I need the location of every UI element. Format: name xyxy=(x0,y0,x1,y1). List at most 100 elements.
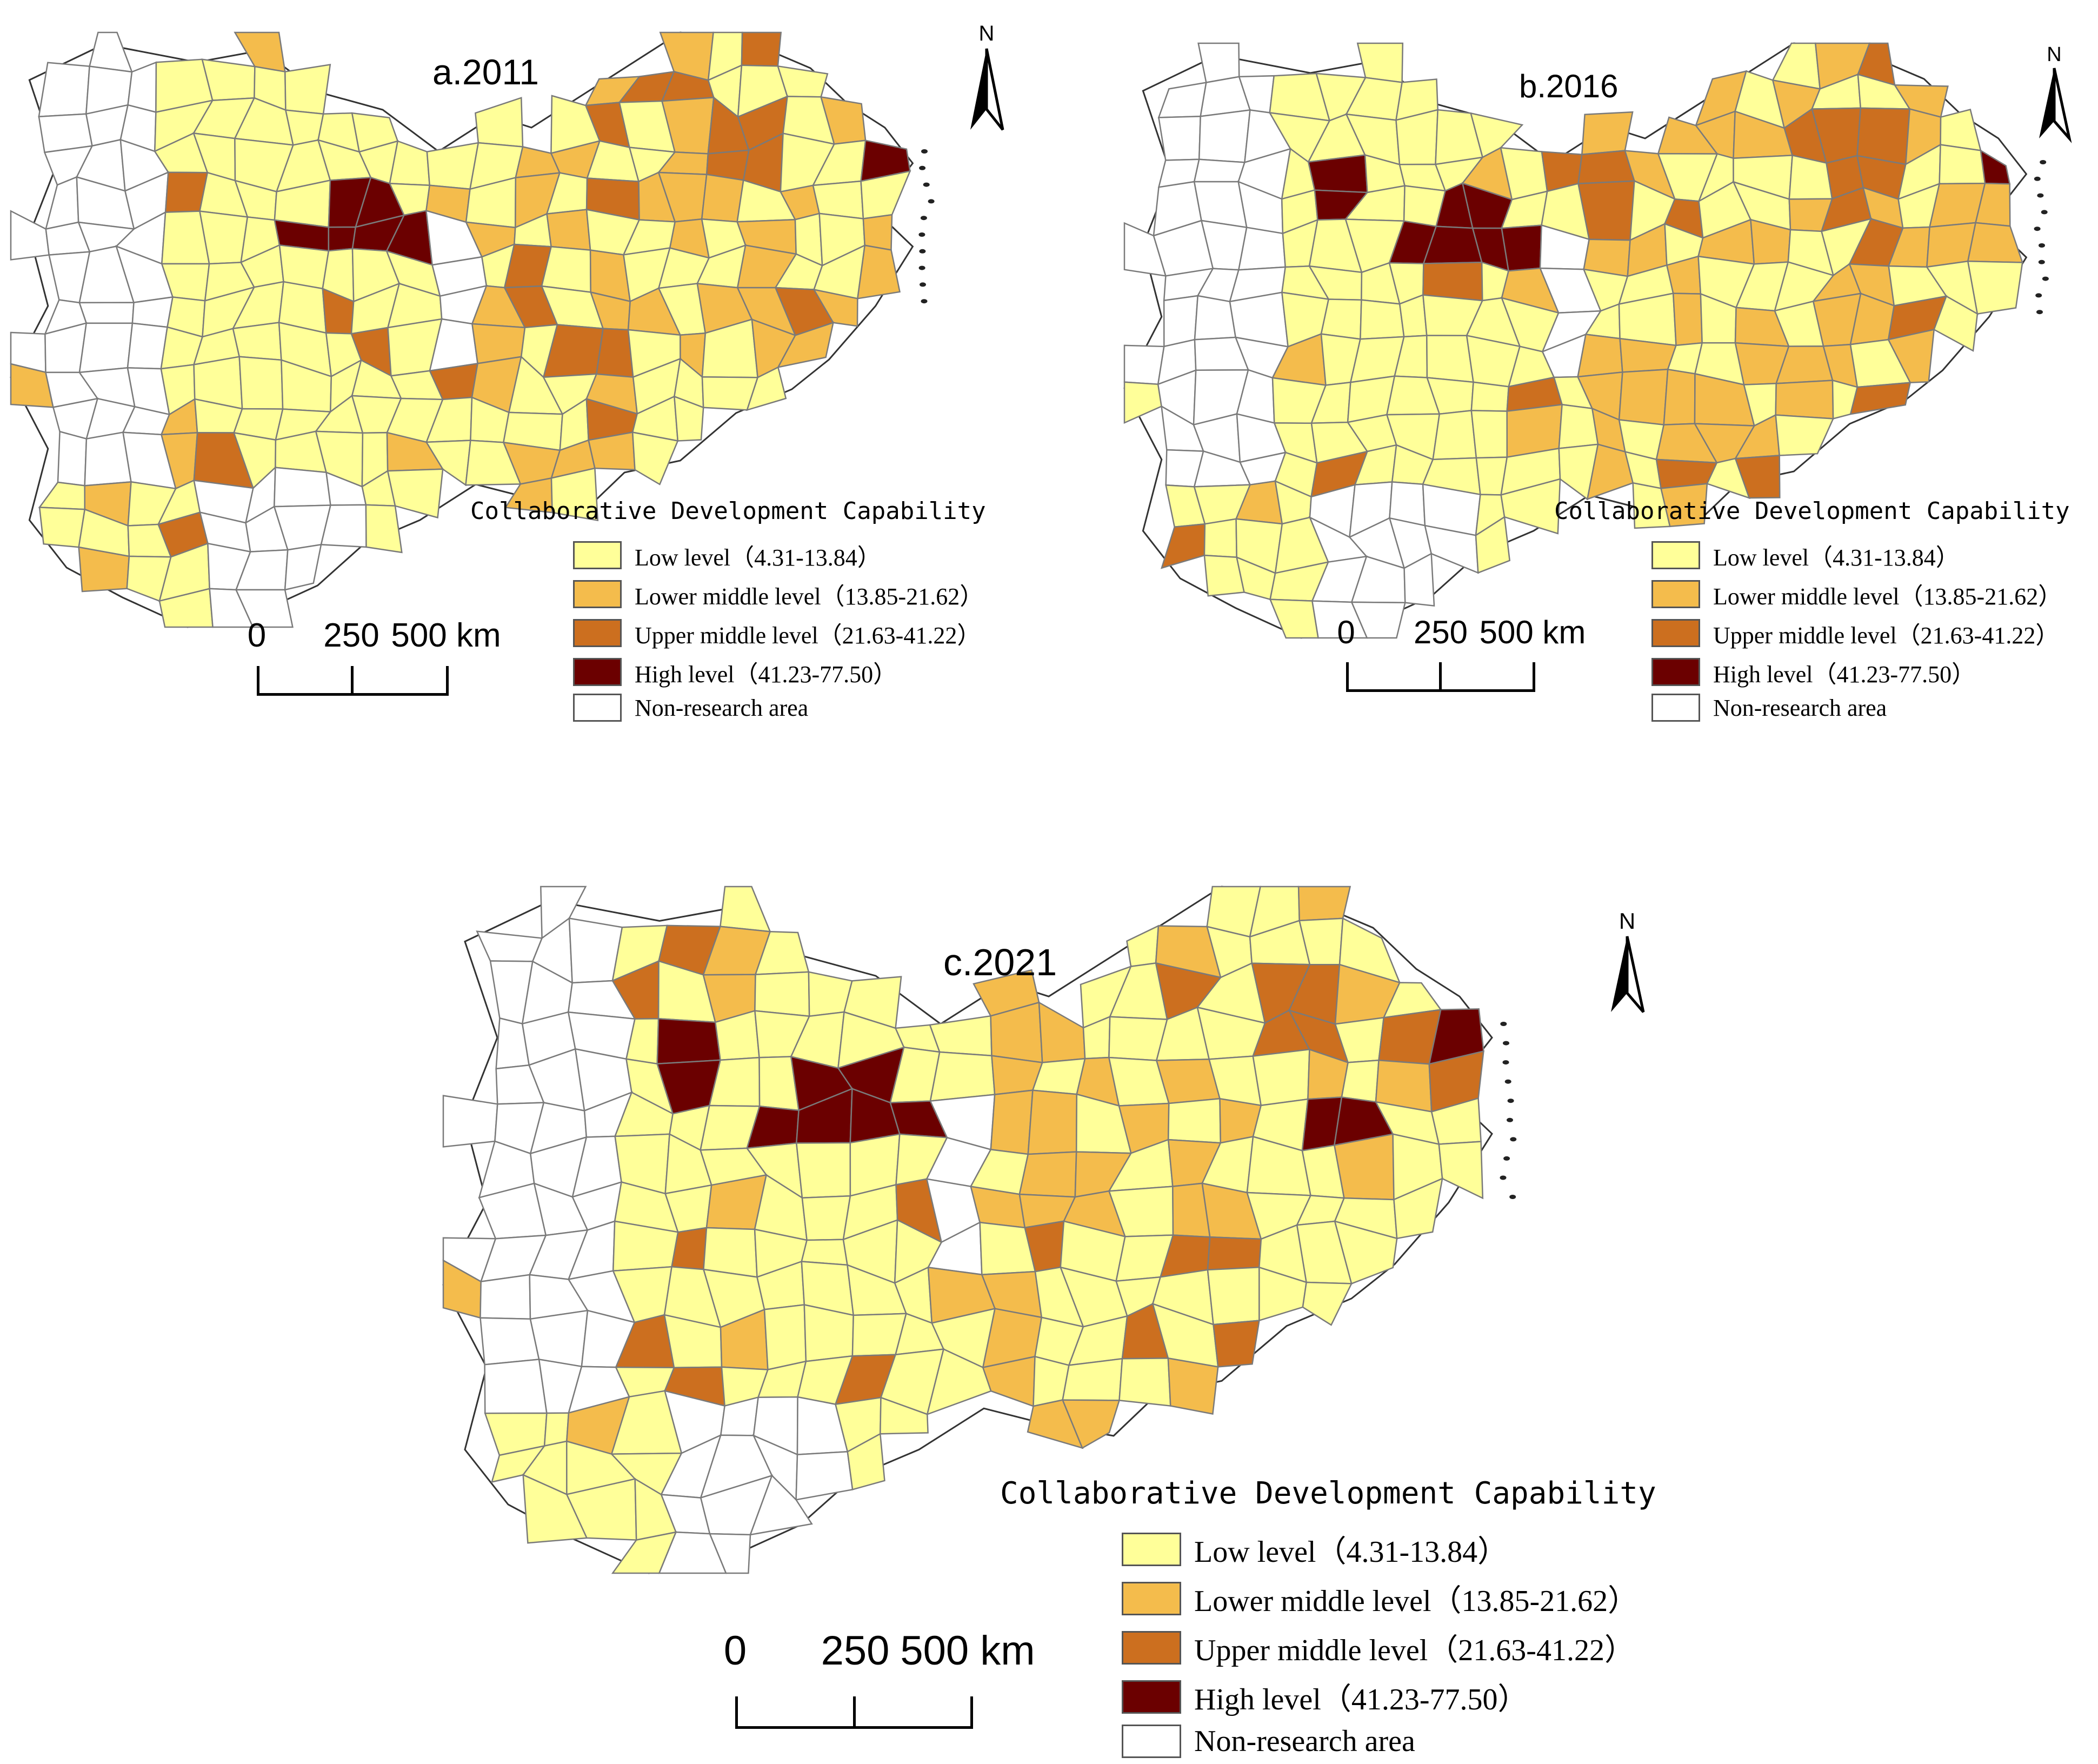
legend-item-low: Low level（4.31-13.84） xyxy=(1122,1527,1656,1571)
coastal-island xyxy=(2038,259,2045,264)
region-upper-middle xyxy=(1849,382,1911,415)
north-arrow-label: N xyxy=(978,22,995,45)
coastal-island xyxy=(928,199,935,204)
region-low xyxy=(1426,335,1474,383)
legend-item-low: Low level（4.31-13.84） xyxy=(573,538,986,573)
region-lower-middle xyxy=(777,321,835,369)
region-low xyxy=(475,97,524,148)
region-low xyxy=(803,1303,854,1362)
region-low xyxy=(1775,414,1834,456)
region-low xyxy=(1967,261,2023,315)
legend-label: Upper middle level（21.63-41.22） xyxy=(1194,1634,1635,1667)
legend: Collaborative Development Capability Low… xyxy=(470,497,986,726)
region-non-research xyxy=(1197,42,1240,84)
legend-label: Lower middle level（13.85-21.62） xyxy=(1713,583,2062,610)
region-low xyxy=(1933,295,1979,352)
scale-label-250: 250 xyxy=(1413,614,1468,650)
region-upper-middle xyxy=(1734,455,1781,499)
coastal-island xyxy=(2039,243,2045,248)
region-low xyxy=(763,1304,807,1371)
legend-title: Collaborative Development Capability xyxy=(470,497,986,525)
region-upper-middle xyxy=(1856,107,1911,165)
region-low xyxy=(1334,1220,1398,1285)
region-non-research xyxy=(235,589,294,628)
coastal-island xyxy=(920,282,926,287)
region-low xyxy=(387,468,444,519)
region-low xyxy=(232,322,282,361)
region-low xyxy=(1432,410,1477,461)
scale-label-500: 500 km xyxy=(900,1628,1035,1674)
region-non-research xyxy=(749,1474,813,1536)
region-low xyxy=(1252,1048,1310,1107)
legend-label: High level（41.23-77.50） xyxy=(1194,1683,1528,1716)
region-lower-middle xyxy=(1167,1357,1219,1415)
legend-item-high: High level（41.23-77.50） xyxy=(573,655,986,689)
scale-label-250: 250 xyxy=(323,617,379,654)
region-low xyxy=(541,245,591,293)
scale-bar-midtick xyxy=(351,666,354,696)
region-non-research xyxy=(38,62,90,118)
legend-label: Low level（4.31-13.84） xyxy=(1194,1535,1508,1569)
region-low xyxy=(674,395,704,442)
coastal-island xyxy=(2037,193,2044,198)
legend: Collaborative Development Capability Low… xyxy=(1000,1476,1656,1764)
scale-bar-midtick xyxy=(1439,662,1442,692)
coastal-island xyxy=(2041,210,2048,215)
coastal-island xyxy=(1502,1060,1509,1065)
region-lower-middle xyxy=(1018,1151,1077,1198)
legend-swatch xyxy=(1651,541,1700,569)
region-low xyxy=(365,504,403,554)
region-low xyxy=(1470,410,1508,459)
region-low xyxy=(1207,1266,1260,1326)
region-low xyxy=(1395,109,1439,165)
region-non-research xyxy=(57,430,88,487)
legend-label: Non-research area xyxy=(1194,1725,1415,1758)
region-lower-middle xyxy=(1618,368,1669,426)
region-lower-middle xyxy=(1887,329,1935,383)
legend-item-upper-middle: Upper middle level（21.63-41.22） xyxy=(573,616,986,650)
legend-label: Lower middle level（13.85-21.62） xyxy=(635,583,984,610)
region-lower-middle xyxy=(546,209,591,251)
region-low xyxy=(720,886,771,933)
legend-swatch xyxy=(573,619,622,647)
region-low xyxy=(631,431,679,485)
legend-swatch xyxy=(1651,619,1700,647)
north-arrow: N xyxy=(1603,908,1651,1013)
coastal-island xyxy=(1503,1041,1509,1046)
scale-bar: 0 250 500 km xyxy=(1337,614,1586,695)
legend-swatch xyxy=(1122,1680,1181,1714)
region-low xyxy=(1203,518,1237,558)
region-lower-middle xyxy=(1577,334,1623,378)
region-non-research xyxy=(1163,295,1199,348)
region-low xyxy=(1438,1141,1484,1200)
region-lower-middle xyxy=(1027,1089,1078,1155)
coastal-island xyxy=(1509,1195,1516,1199)
region-lower-middle xyxy=(1663,368,1696,426)
region-low xyxy=(1940,108,1982,151)
region-high xyxy=(1307,154,1368,194)
region-upper-middle xyxy=(1207,1236,1262,1271)
region-low xyxy=(1500,478,1561,535)
north-arrow: N xyxy=(962,22,1011,131)
coastal-island xyxy=(921,149,928,154)
coastal-island xyxy=(920,216,927,221)
legend-label: Upper middle level（21.63-41.22） xyxy=(1713,622,2060,649)
region-non-research xyxy=(1237,227,1287,271)
legend-label: Low level（4.31-13.84） xyxy=(635,544,881,571)
region-low xyxy=(880,1396,929,1435)
scale-label-250: 250 xyxy=(821,1628,890,1674)
region-low xyxy=(754,971,810,1017)
scale-bar-midtick xyxy=(853,1696,856,1729)
region-low xyxy=(1470,381,1510,412)
scale-label-500: 500 km xyxy=(391,617,501,654)
legend-item-lower-middle: Lower middle level（13.85-21.62） xyxy=(1651,577,2070,611)
region-low xyxy=(703,1227,758,1278)
region-non-research xyxy=(484,1359,548,1414)
legend-item-non-research: Non-research area xyxy=(573,694,986,722)
map-panel-2011: a.2011 N 0 250 500 km Collaborative Deve… xyxy=(0,0,1049,757)
region-non-research xyxy=(1193,158,1246,183)
region-non-research xyxy=(442,1095,498,1148)
legend-swatch xyxy=(1122,1532,1181,1566)
north-arrow-label: N xyxy=(2047,43,2062,66)
coastal-island xyxy=(1504,1079,1511,1084)
